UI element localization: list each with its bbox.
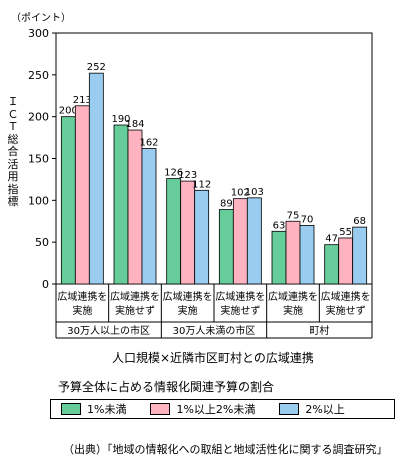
- legend-item-series-2: 1%以上2%未満: [150, 401, 255, 417]
- source-note: （出典）「地域の情報化への取組と地域活性化に関する調査研究」: [63, 443, 388, 456]
- bar: [141, 148, 157, 285]
- bar: [166, 178, 182, 285]
- bar-value-label: 70: [301, 214, 314, 225]
- bar-value-label: 162: [139, 137, 158, 148]
- bar-value-label: 102: [231, 188, 250, 199]
- bar: [352, 226, 368, 285]
- legend-label-series-3: 2%以上: [305, 403, 345, 416]
- bar: [74, 105, 90, 285]
- x-sub-label: 実施せず: [220, 304, 260, 317]
- x-sub-label: 広域連携を: [110, 290, 160, 303]
- legend: 1%未満 1%以上2%未満 2%以上: [50, 399, 395, 419]
- legend-swatch-series-3: [279, 403, 300, 415]
- bar-value-label: 112: [192, 179, 211, 190]
- y-tick-label: 300: [28, 27, 49, 40]
- legend-item-series-1: 1%未満: [61, 401, 126, 417]
- y-tick-label: 200: [28, 111, 49, 124]
- y-tick-label: 150: [28, 153, 49, 166]
- bar: [113, 124, 129, 285]
- bar-value-label: 200: [59, 106, 78, 117]
- legend-title: 予算全体に占める情報化関連予算の割合: [58, 380, 275, 394]
- y-unit-label: （ポイント）: [11, 13, 71, 24]
- bar-value-label: 213: [73, 95, 92, 106]
- x-sub-label: 広域連携を: [268, 290, 318, 303]
- x-group-label: 町村: [309, 324, 329, 337]
- bar-value-label: 63: [273, 220, 286, 231]
- legend-item-series-3: 2%以上: [279, 401, 345, 417]
- x-sub-label: 広域連携を: [163, 290, 213, 303]
- bar-value-label: 190: [111, 114, 130, 125]
- bar-value-label: 184: [125, 119, 144, 130]
- bar-value-label: 123: [178, 170, 197, 181]
- bar-value-label: 75: [287, 210, 300, 221]
- y-tick-label: 50: [35, 236, 49, 249]
- bar: [180, 180, 196, 285]
- x-sub-label: 広域連携を: [321, 290, 371, 303]
- bar: [88, 72, 104, 285]
- y-axis-title: ＩＣＴ総合活用指標: [7, 95, 19, 208]
- bar: [232, 198, 248, 285]
- bar-value-label: 89: [220, 199, 233, 210]
- bar: [338, 237, 354, 285]
- bar: [246, 197, 262, 285]
- y-tick-label: 250: [28, 69, 49, 82]
- bar: [194, 189, 210, 285]
- legend-label-series-2: 1%以上2%未満: [176, 403, 256, 416]
- x-sub-label: 広域連携を: [57, 290, 107, 303]
- legend-swatch-series-1: [61, 403, 81, 415]
- x-group-label: 30万人未満の市区: [173, 324, 256, 337]
- x-group-label: 30万人以上の市区: [67, 324, 150, 337]
- bar: [285, 220, 301, 285]
- x-sub-label: 実施: [72, 304, 92, 317]
- x-sub-label: 実施: [283, 304, 303, 317]
- bar: [127, 129, 143, 285]
- bar-value-label: 55: [339, 227, 352, 238]
- x-sub-label: 広域連携を: [215, 290, 265, 303]
- bar: [60, 116, 76, 285]
- y-tick-label: 100: [28, 194, 49, 207]
- bar-value-label: 47: [325, 234, 338, 245]
- legend-swatch-series-2: [150, 403, 171, 415]
- bar-value-label: 103: [245, 187, 264, 198]
- bar: [299, 225, 315, 285]
- legend-label-series-1: 1%未満: [87, 403, 127, 416]
- bar: [271, 230, 287, 285]
- bar: [218, 209, 234, 285]
- x-sub-label: 実施: [178, 304, 198, 317]
- x-sub-label: 実施せず: [115, 304, 155, 317]
- bar-value-label: 126: [164, 168, 183, 179]
- bar-value-label: 68: [353, 216, 366, 227]
- x-sub-label: 実施せず: [326, 304, 366, 317]
- y-tick-label: 0: [42, 278, 49, 291]
- bar-value-label: 252: [87, 62, 106, 73]
- x-axis-title: 人口規模×近隣市区町村との広域連携: [112, 351, 314, 365]
- bar: [324, 244, 340, 285]
